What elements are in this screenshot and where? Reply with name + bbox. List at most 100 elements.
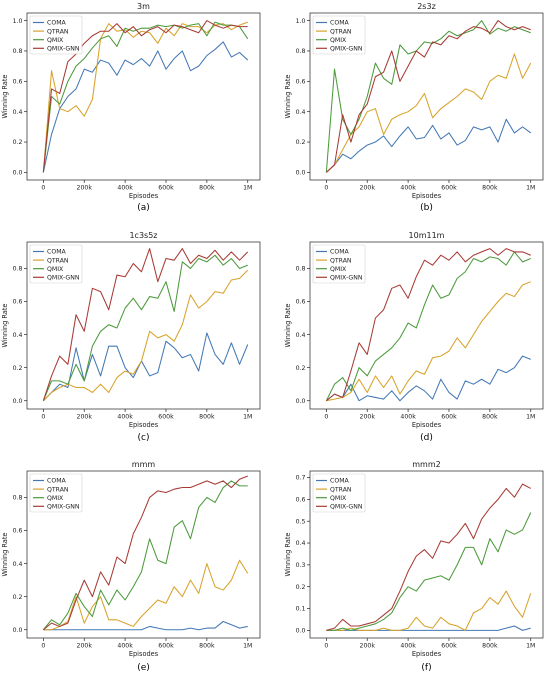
chart-title: mmm	[132, 460, 156, 469]
series-line-COMA	[42, 41, 249, 173]
x-tick-label: 200k	[77, 185, 93, 192]
legend-box	[312, 244, 366, 284]
y-axis-label: Winning Rate	[1, 75, 9, 119]
legend-entry: COMA	[47, 249, 67, 256]
legend-entry: QMIX-GNN	[47, 504, 80, 511]
x-tick-label: 1M	[526, 643, 535, 650]
x-tick-label: 800k	[482, 185, 498, 192]
x-tick-label: 200k	[360, 643, 376, 650]
series-line-QTRAN	[43, 559, 249, 631]
chart-title: mmm2	[412, 460, 440, 469]
panel-caption: (b)	[420, 203, 433, 213]
x-tick-label: 600k	[441, 643, 457, 650]
chart-panel-3m: 3m 0 200k 400k 600k 800k 1M 0.0 0.2 0.4 0.6 0.8 1.0 E…	[1, 2, 261, 213]
x-tick-label: 0	[324, 643, 328, 650]
plot-frame	[26, 12, 261, 181]
y-tick-label: 0.0	[296, 398, 306, 405]
y-tick-label: 1.0	[13, 18, 23, 25]
legend-entry: QMIX-GNN	[47, 46, 80, 53]
plot-frame	[309, 12, 544, 181]
y-tick-label: 0.2	[296, 139, 306, 146]
y-tick-label: 0.4	[13, 561, 23, 568]
legend-entry: QTRAN	[47, 28, 69, 35]
y-tick-label: 0.6	[13, 299, 23, 306]
x-tick-label: 0	[41, 185, 45, 192]
series-line-QTRAN	[325, 53, 532, 173]
x-axis-label: Episodes	[129, 421, 159, 429]
legend-entry: QTRAN	[330, 486, 352, 493]
x-tick-label: 1M	[526, 414, 535, 421]
x-axis-label: Episodes	[129, 192, 159, 200]
plot-frame	[309, 241, 544, 410]
x-tick-label: 0	[41, 643, 45, 650]
panel-caption: (d)	[420, 433, 433, 443]
chart-panel-1c3s5z: 1c3s5z 0 200k 400k 600k 800k 1M 0.0 0.2 0.4 0.6 0.8…	[1, 231, 261, 443]
x-tick-label: 600k	[158, 414, 174, 421]
y-tick-label: 0.1	[296, 606, 306, 613]
y-tick-label: 0.8	[13, 266, 23, 273]
panel-caption: (f)	[421, 663, 431, 673]
x-tick-label: 400k	[400, 414, 416, 421]
y-tick-label: 0.2	[13, 139, 23, 146]
chart-panel-2s3z: 2s3z 0 200k 400k 600k 800k 1M 0.0 0.2 0.4 0.6 0.8 1.…	[284, 2, 544, 213]
y-tick-label: 0.2	[296, 584, 306, 591]
x-tick-label: 800k	[199, 643, 215, 650]
series-line-QMIX	[42, 254, 248, 401]
chart-title: 10m11m	[409, 231, 445, 240]
y-tick-label: 0.8	[13, 48, 23, 55]
y-tick-label: 0.3	[296, 562, 306, 569]
y-tick-label: 0.4	[296, 109, 306, 116]
y-tick-label: 0.4	[13, 109, 23, 116]
x-tick-label: 400k	[400, 185, 416, 192]
y-tick-label: 0.0	[296, 628, 306, 635]
series-line-COMA	[42, 332, 249, 402]
y-axis-label: Winning Rate	[1, 304, 9, 348]
x-axis-label: Episodes	[412, 421, 442, 429]
series-line-QMIX-GNN	[325, 20, 531, 173]
legend-entry: QMIX	[47, 266, 64, 273]
x-tick-label: 600k	[441, 414, 457, 421]
panel-caption: (a)	[137, 203, 150, 213]
legend-entry: COMA	[330, 478, 350, 485]
panel-caption: (e)	[137, 663, 150, 673]
x-tick-label: 200k	[77, 643, 93, 650]
legend-entry: QMIX-GNN	[47, 275, 80, 282]
chart-panel-mmm2: mmm2 0 200k 400k 600k 800k 1M 0.0 0.1 0.2 0.3 0.4 0.…	[284, 460, 544, 673]
series-line-QTRAN	[326, 590, 532, 631]
y-tick-label: 0.6	[296, 79, 306, 86]
legend-box	[312, 473, 366, 513]
legend-entry: QMIX-GNN	[330, 275, 363, 282]
legend-entry: COMA	[330, 20, 350, 27]
x-tick-label: 1M	[243, 414, 252, 421]
x-tick-label: 0	[324, 414, 328, 421]
y-tick-label: 0.2	[13, 365, 23, 372]
plot-frame	[26, 241, 261, 410]
y-tick-label: 0.8	[296, 48, 306, 55]
y-tick-label: 0.0	[13, 398, 23, 405]
x-tick-label: 200k	[360, 185, 376, 192]
y-tick-label: 0.6	[296, 299, 306, 306]
legend-entry: QTRAN	[330, 28, 352, 35]
legend-entry: QMIX-GNN	[330, 504, 363, 511]
legend-box	[29, 15, 83, 55]
plot-frame	[309, 470, 544, 639]
x-axis-label: Episodes	[412, 650, 442, 658]
x-tick-label: 0	[324, 185, 328, 192]
chart-panel-10m11m: 10m11m 0 200k 400k 600k 800k 1M 0.0 0.2 0.4 0.6 0.8…	[284, 231, 544, 443]
y-tick-label: 0.7	[296, 475, 306, 482]
x-tick-label: 0	[41, 414, 45, 421]
series-line-QMIX-GNN	[326, 248, 531, 402]
x-tick-label: 200k	[77, 414, 93, 421]
panel-caption: (c)	[138, 433, 150, 443]
y-tick-label: 0.4	[13, 332, 23, 339]
chart-title: 3m	[137, 2, 150, 11]
x-tick-label: 1M	[526, 185, 535, 192]
x-tick-label: 200k	[360, 414, 376, 421]
y-tick-label: 0.8	[296, 266, 306, 273]
y-tick-label: 0.6	[13, 528, 23, 535]
x-axis-label: Episodes	[412, 192, 442, 200]
series-line-QTRAN	[42, 21, 248, 173]
